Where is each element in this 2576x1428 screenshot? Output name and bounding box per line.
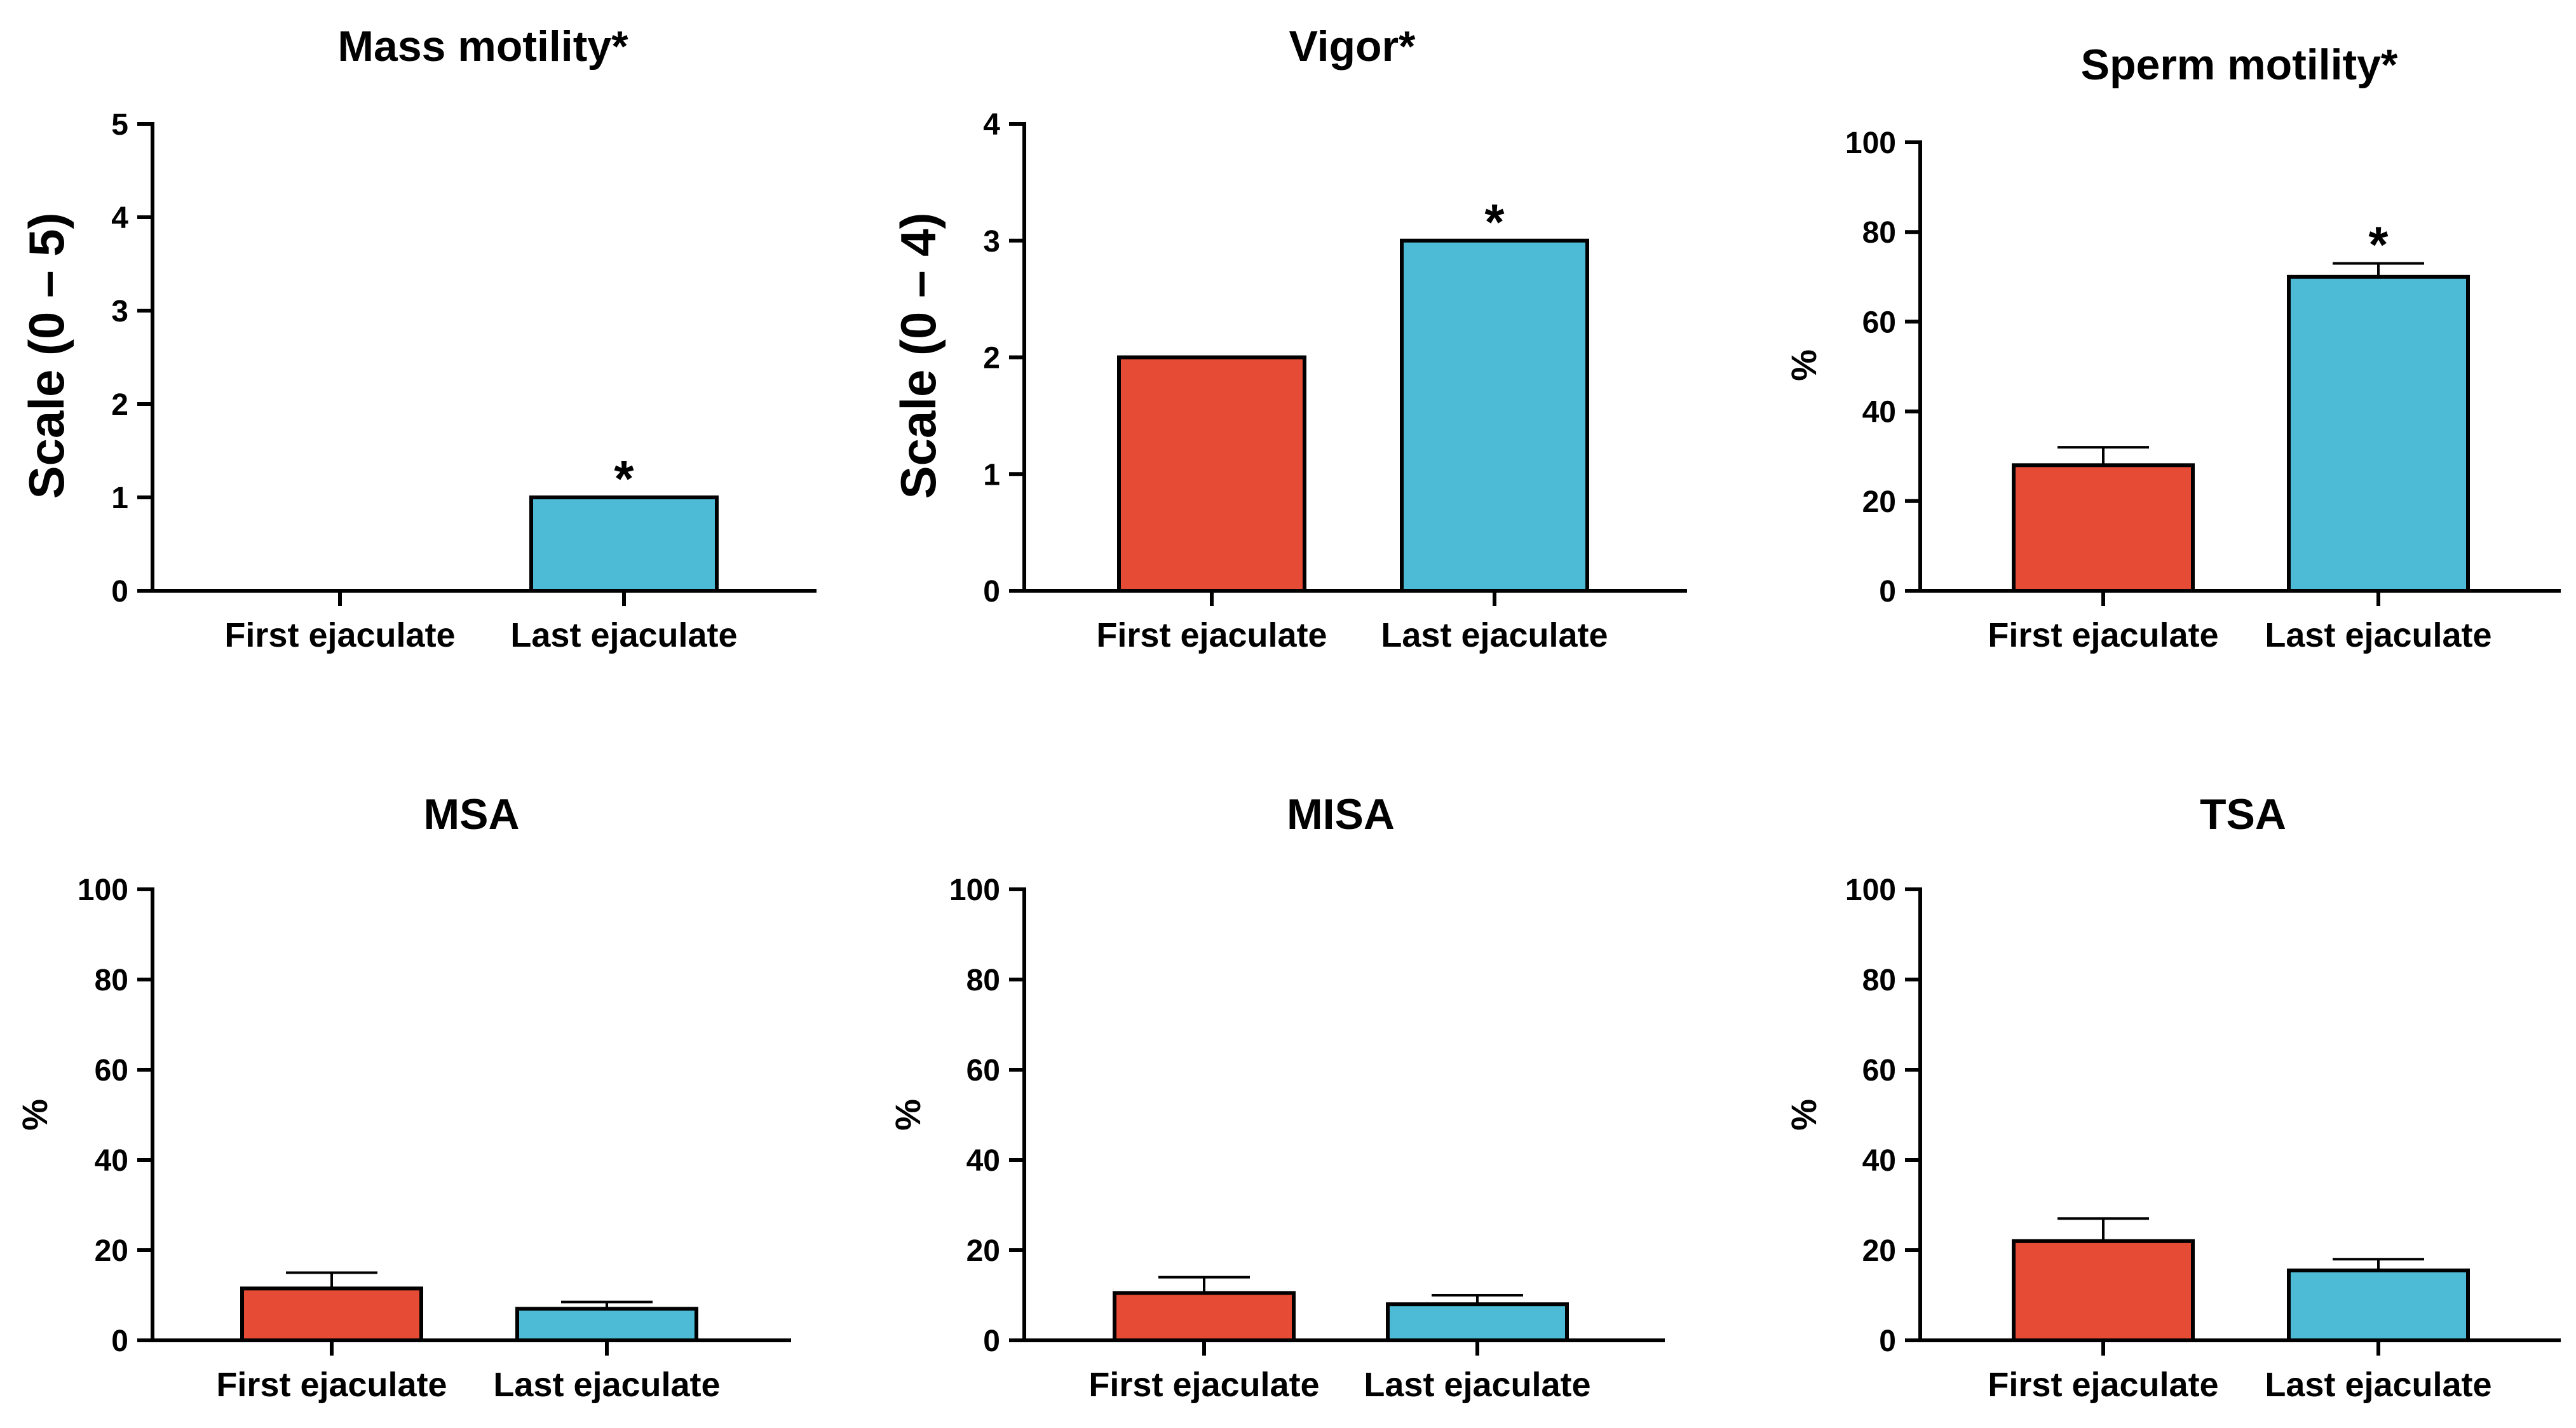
y-tick-label: 100 [1845,126,1896,160]
chart-panel-vigor: Vigor* Scale (0 – 4) * 0 1 2 3 4 First ejaculate… [890,22,1687,654]
x-tick-label: First ejaculate [216,1366,447,1404]
y-axis-label: % [15,1099,55,1131]
chart-panel-msa: MSA% 0 20 40 60 80 100 First ejaculate Last ejac… [15,790,791,1404]
x-tick-label: Last ejaculate [493,1366,720,1404]
y-tick-label: 60 [1862,306,1896,339]
significance-marker: * [2368,217,2389,273]
x-tick-label: First ejaculate [1096,616,1327,654]
y-tick-label: 0 [111,575,128,609]
significance-marker: * [1484,194,1505,250]
y-tick-label: 4 [111,201,128,235]
y-tick-label: 20 [95,1234,128,1268]
x-tick-label: First ejaculate [1088,1366,1319,1404]
y-tick-label: 2 [983,342,1000,375]
chart-panel-sperm: Sperm motility*% * 0 20 40 60 80 100 First ejacu… [1784,41,2561,654]
y-tick-label: 3 [111,295,128,328]
y-tick-label: 80 [1862,964,1896,997]
chart-title: Mass motility* [337,22,628,71]
y-tick-label: 20 [966,1234,1000,1268]
y-tick-label: 60 [1862,1054,1896,1088]
y-tick-label: 100 [1845,873,1896,907]
y-tick-label: 80 [1862,216,1896,250]
y-tick-label: 3 [983,225,1000,259]
x-tick-label: Last ejaculate [510,616,737,654]
chart-panel-tsa: TSA% 0 20 40 60 80 100 First ejaculate Last ejac… [1784,790,2561,1404]
bar-last-ejaculate [1386,1302,1569,1342]
bar-first-ejaculate [1113,1291,1296,1342]
y-tick-label: 20 [1862,485,1896,519]
y-axis-label: % [1784,349,1824,381]
chart-title: TSA [2200,790,2286,839]
chart-panel-misa: MISA% 0 20 40 60 80 100 First ejaculate Last eja… [888,790,1665,1404]
y-axis-label: % [888,1099,928,1131]
chart-title: MSA [423,790,519,839]
y-tick-label: 5 [111,108,128,142]
y-axis-label: Scale (0 – 5) [18,213,74,499]
y-tick-label: 40 [966,1144,1000,1178]
significance-marker: * [614,450,634,507]
bar-first-ejaculate [2012,1239,2195,1343]
y-tick-label: 100 [78,873,128,907]
y-tick-label: 20 [1862,1234,1896,1268]
x-tick-label: First ejaculate [1988,616,2218,654]
x-tick-label: First ejaculate [224,616,455,654]
x-tick-label: Last ejaculate [2265,1366,2491,1404]
y-tick-label: 1 [983,458,1000,492]
x-tick-label: Last ejaculate [2265,616,2491,654]
x-tick-label: Last ejaculate [1364,1366,1590,1404]
y-tick-label: 80 [966,964,1000,997]
chart-panel-mass: Mass motility* Scale (0 – 5) * 0 1 2 3 4 5 First … [18,22,817,654]
y-tick-label: 2 [111,388,128,422]
y-tick-label: 60 [95,1054,128,1088]
bar-last-ejaculate [529,495,719,593]
chart-title: Sperm motility* [2081,41,2398,89]
chart-title: MISA [1287,790,1395,839]
bar-last-ejaculate [515,1307,698,1343]
y-tick-label: 1 [111,482,128,515]
y-tick-label: 0 [111,1324,128,1358]
bar-last-ejaculate [2287,274,2470,593]
y-tick-label: 80 [95,964,128,997]
y-tick-label: 40 [95,1144,128,1178]
x-tick-label: First ejaculate [1988,1366,2218,1404]
bar-last-ejaculate [2287,1268,2470,1342]
y-tick-label: 0 [983,575,1000,609]
y-tick-label: 60 [966,1054,1000,1088]
y-tick-label: 0 [1879,575,1896,609]
chart-title: Vigor* [1289,22,1416,71]
bar-first-ejaculate [1117,355,1306,593]
y-axis-label: % [1784,1099,1824,1131]
y-tick-label: 40 [1862,1144,1896,1178]
y-tick-label: 100 [949,873,1000,907]
y-tick-label: 40 [1862,396,1896,429]
y-tick-label: 4 [983,108,1000,142]
bar-first-ejaculate [2012,463,2195,593]
x-tick-label: Last ejaculate [1381,616,1608,654]
bar-first-ejaculate [240,1286,423,1342]
y-axis-label: Scale (0 – 4) [890,213,946,499]
y-tick-label: 0 [1879,1324,1896,1358]
y-tick-label: 0 [983,1324,1000,1358]
bar-last-ejaculate [1400,238,1589,593]
